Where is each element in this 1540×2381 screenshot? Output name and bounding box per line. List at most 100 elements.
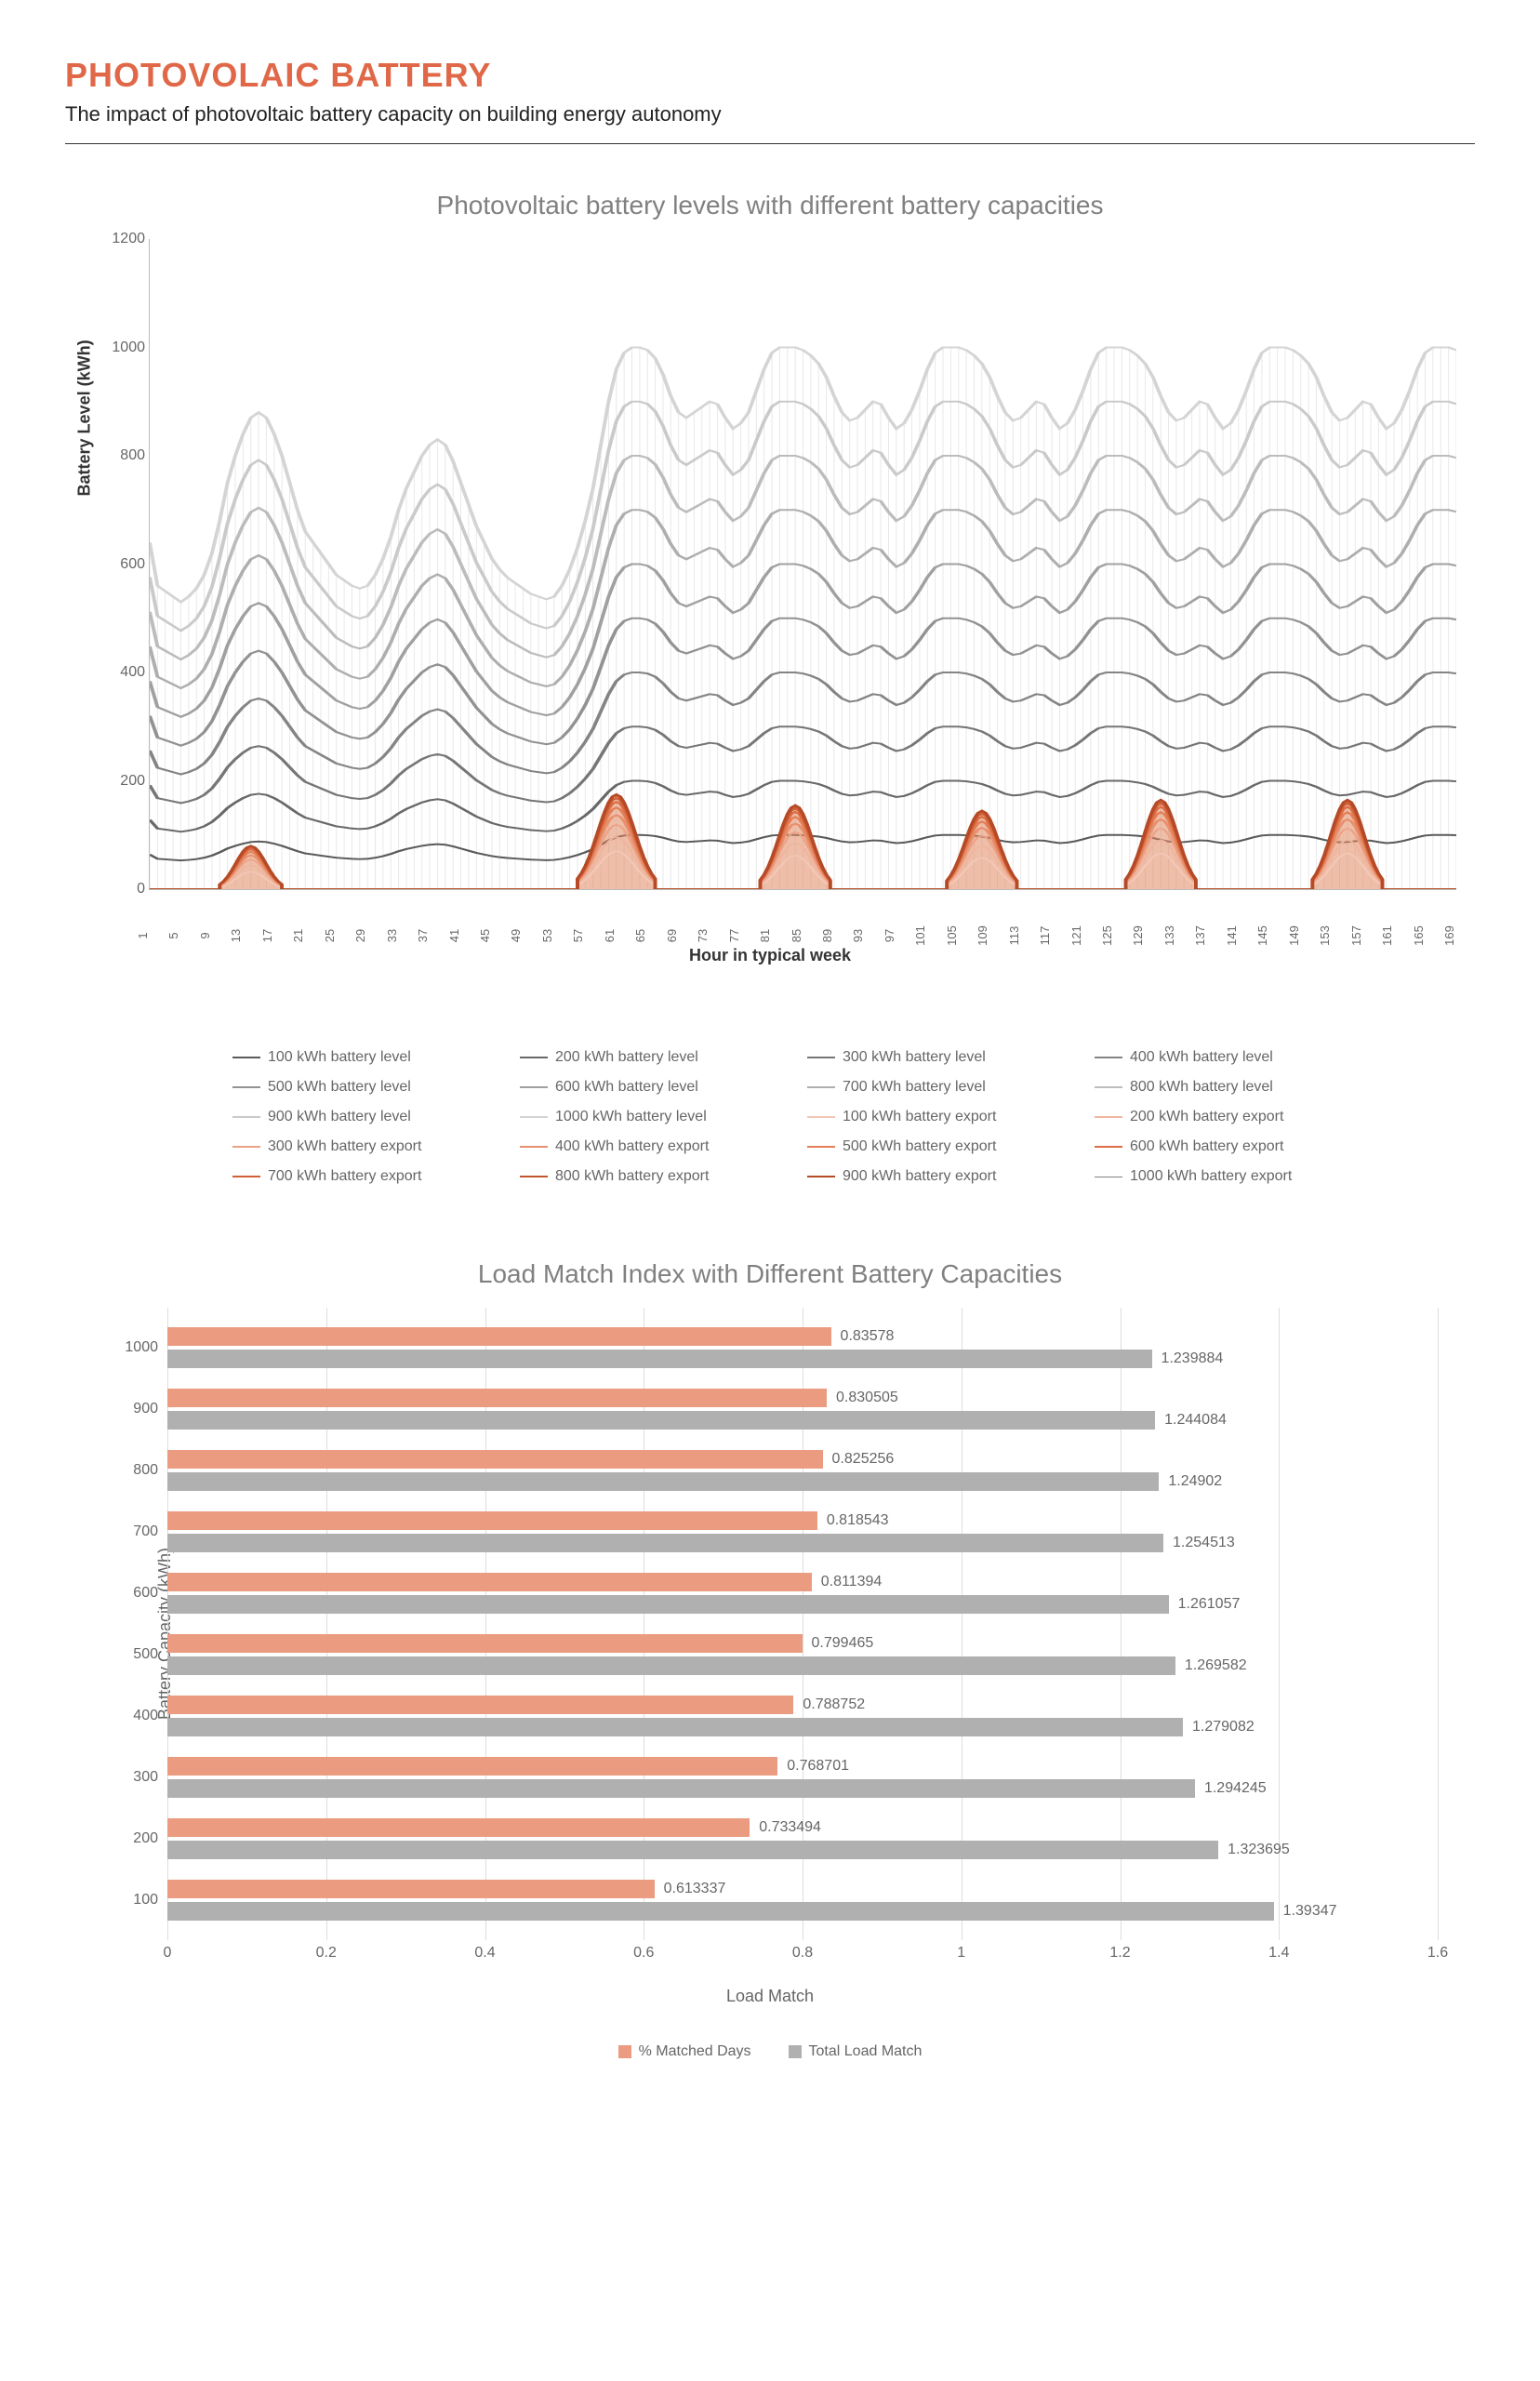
chart1-x-tick: 25 [323, 929, 337, 942]
chart1-y-axis-label: Battery Level (kWh) [75, 339, 95, 496]
chart1-x-tick: 53 [540, 929, 554, 942]
chart2-category-label: 1000 [102, 1339, 158, 1356]
chart1-x-tick: 161 [1380, 925, 1394, 946]
chart1-y-tick: 600 [94, 556, 145, 573]
legend-swatch-line [232, 1146, 260, 1148]
chart2-bar-row: 9000.8305051.244084 [167, 1385, 1438, 1433]
chart2-bar-total: 1.279082 [167, 1718, 1183, 1736]
chart1-legend-item: 300 kWh battery level [807, 1049, 1076, 1066]
chart1-x-tick: 45 [478, 929, 492, 942]
legend-label: 200 kWh battery export [1130, 1109, 1283, 1125]
chart2-bar-total: 1.254513 [167, 1534, 1163, 1552]
chart1-legend-item: 1000 kWh battery level [520, 1109, 789, 1125]
chart1-x-tick: 101 [913, 925, 927, 946]
legend-swatch-line [520, 1146, 548, 1148]
chart1-legend-item: 600 kWh battery level [520, 1079, 789, 1096]
chart1-legend-item: 800 kWh battery level [1095, 1079, 1363, 1096]
chart1-legend-item: 400 kWh battery level [1095, 1049, 1363, 1066]
chart2-category-label: 500 [102, 1646, 158, 1663]
chart1-x-tick: 117 [1038, 926, 1052, 946]
chart1-x-tick: 105 [945, 925, 959, 946]
chart1-x-tick: 29 [353, 929, 367, 942]
legend-label: 100 kWh battery export [843, 1109, 996, 1125]
chart2-gridline [1438, 1308, 1439, 1940]
chart1-legend-item: 500 kWh battery export [807, 1138, 1076, 1155]
chart1-x-tick: 9 [198, 932, 212, 938]
chart1-y-tick: 400 [94, 664, 145, 681]
chart2-category-label: 700 [102, 1523, 158, 1540]
chart1-x-tick: 5 [166, 932, 180, 938]
legend-label: % Matched Days [639, 2043, 751, 2060]
chart1-legend-item: 800 kWh battery export [520, 1168, 789, 1185]
chart1-x-tick: 165 [1412, 925, 1426, 946]
chart2-bar-value: 0.788752 [793, 1696, 865, 1713]
chart1-legend-item: 100 kWh battery level [232, 1049, 501, 1066]
chart1-x-tick: 169 [1442, 925, 1456, 946]
legend-label: 300 kWh battery level [843, 1049, 986, 1066]
legend-swatch-square [618, 2045, 631, 2058]
legend-swatch-line [807, 1116, 835, 1118]
chart1-x-tick: 33 [385, 929, 399, 942]
chart2-bar-total: 1.323695 [167, 1841, 1218, 1859]
chart1-x-tick: 97 [883, 929, 896, 942]
chart1-legend-item: 400 kWh battery export [520, 1138, 789, 1155]
legend-swatch-line [807, 1086, 835, 1088]
header: PHOTOVOLAIC BATTERY The impact of photov… [65, 56, 1475, 144]
chart1-x-tick: 129 [1131, 925, 1145, 946]
chart1-y-tick: 1000 [94, 339, 145, 356]
chart2-bar-value: 1.323695 [1218, 1842, 1290, 1858]
chart1-legend-item: 700 kWh battery level [807, 1079, 1076, 1096]
chart2-bar-row: 8000.8252561.24902 [167, 1446, 1438, 1495]
chart2-bar-matched: 0.768701 [167, 1757, 777, 1776]
legend-label: 500 kWh battery export [843, 1138, 996, 1155]
legend-label: 600 kWh battery export [1130, 1138, 1283, 1155]
chart1-x-tick: 37 [416, 929, 430, 942]
chart2-legend-item: Total Load Match [789, 2043, 923, 2060]
chart2-bar-matched: 0.613337 [167, 1880, 655, 1898]
legend-label: 300 kWh battery export [268, 1138, 421, 1155]
chart1-legend-item: 900 kWh battery export [807, 1168, 1076, 1185]
chart1-x-axis-label: Hour in typical week [65, 946, 1475, 965]
legend-label: 1000 kWh battery level [555, 1109, 707, 1125]
chart2-bar-row: 3000.7687011.294245 [167, 1753, 1438, 1802]
legend-swatch-line [807, 1176, 835, 1177]
legend-label: 800 kWh battery level [1130, 1079, 1273, 1096]
chart2-bar-value: 1.24902 [1159, 1473, 1222, 1490]
chart1-legend-item: 500 kWh battery level [232, 1079, 501, 1096]
chart2-bar-matched: 0.788752 [167, 1696, 793, 1714]
chart2-category-label: 400 [102, 1708, 158, 1724]
chart2-bar-total: 1.294245 [167, 1779, 1195, 1798]
chart2-x-tick: 0.6 [633, 1945, 654, 1962]
chart2-legend: % Matched Days Total Load Match [65, 2043, 1475, 2060]
chart2-bar-value: 1.239884 [1152, 1350, 1224, 1367]
chart2-bar-row: 10000.835781.239884 [167, 1324, 1438, 1372]
chart2-bar-value: 0.613337 [655, 1881, 726, 1897]
chart2-bar-total: 1.239884 [167, 1350, 1152, 1368]
chart1-legend: 100 kWh battery level200 kWh battery lev… [232, 1049, 1363, 1185]
chart1-x-tick: 81 [758, 929, 772, 942]
chart2-bar-value: 0.818543 [817, 1512, 889, 1529]
chart2-x-tick: 1.2 [1109, 1945, 1130, 1962]
chart1-legend-item: 300 kWh battery export [232, 1138, 501, 1155]
chart2-bar-row: 1000.6133371.39347 [167, 1876, 1438, 1924]
chart2-bar-matched: 0.799465 [167, 1634, 803, 1653]
chart1-legend-item: 1000 kWh battery export [1095, 1168, 1363, 1185]
chart1-x-tick: 93 [851, 929, 865, 942]
chart2-bar-value: 1.39347 [1274, 1903, 1337, 1920]
chart1-y-ticks: 020040060080010001200 [94, 239, 145, 889]
legend-label: 900 kWh battery level [268, 1109, 411, 1125]
chart2-bar-total: 1.24902 [167, 1472, 1159, 1491]
legend-swatch-line [807, 1146, 835, 1148]
chart2-bar-value: 0.733494 [750, 1819, 821, 1836]
legend-label: 400 kWh battery level [1130, 1049, 1273, 1066]
chart1-x-tick: 1 [136, 932, 150, 938]
chart2-bar-value: 1.294245 [1195, 1780, 1267, 1797]
chart1-x-tick: 61 [603, 929, 617, 942]
chart2-bar-total: 1.39347 [167, 1902, 1274, 1921]
chart2-x-tick: 1 [957, 1945, 965, 1962]
chart1-legend-item: 700 kWh battery export [232, 1168, 501, 1185]
chart2-category-label: 600 [102, 1585, 158, 1602]
legend-swatch-line [232, 1116, 260, 1118]
legend-swatch-line [807, 1057, 835, 1058]
load-match-chart: Load Match Index with Different Battery … [65, 1259, 1475, 2060]
